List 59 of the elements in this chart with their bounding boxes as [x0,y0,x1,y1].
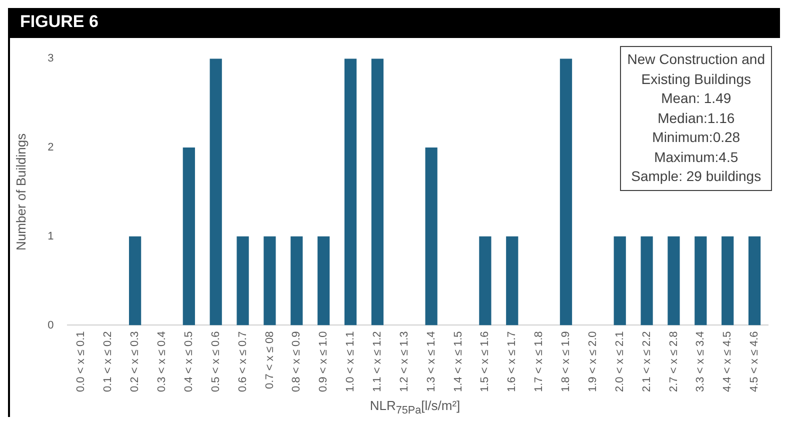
x-tick-label: 0.0 < x ≤ 0.1 [75,331,88,392]
x-tick-label: 1.9 < x ≤ 2.0 [586,331,599,392]
x-tick-label: 0.3 < x ≤ 0.4 [156,331,168,392]
bar [614,236,626,326]
x-tick-label: 0.2 < x ≤ 0.3 [129,331,142,392]
x-tick-label: 2.7 < x ≤ 2.8 [668,331,680,392]
annotation: Median:1.16 [656,108,736,128]
x-tick-label: 0.7 < x ≤ 08 [264,331,276,389]
x-tick-label: 1.3 < x ≤ 1.4 [425,331,438,392]
annotation: Minimum:0.28 [651,128,742,147]
annotation: New Construction and [627,50,765,69]
annotation: Mean: 1.49 [660,89,732,108]
bar [264,236,276,326]
x-tick-label: 0.1 < x ≤ 0.2 [102,331,114,392]
x-tick-label: 2.1 < x ≤ 2.2 [640,331,653,392]
bar [748,236,761,326]
annotation: Existing Buildings [640,70,752,89]
bar [425,147,438,326]
x-tick-label: 0.5 < x ≤ 0.6 [210,331,222,392]
x-tick-label: 1.8 < x ≤ 1.9 [560,331,572,392]
bar [479,236,492,326]
bar [506,236,518,326]
x-axis-title: NLR$_{75Pa}$[l/s/m²] [368,398,462,417]
chart-title: FIGURE 6 [10,8,780,38]
x-tick-label: 0.9 < x ≤ 1.0 [318,331,330,392]
bar [128,236,142,326]
bar [236,236,249,326]
y-tick-label: 3 [48,52,54,65]
x-tick-label: 1.6 < x ≤ 1.7 [506,331,518,392]
x-tick-label: 4.4 < x ≤ 4.5 [722,331,734,392]
bar [722,236,734,326]
x-tick-label: 1.2 < x ≤ 1.3 [398,331,410,392]
x-tick-label: 1.0 < x ≤ 1.1 [344,331,357,392]
y-axis-title: Number of Buildings [13,132,28,250]
bar [318,236,330,326]
x-tick-label: 0.4 < x ≤ 0.5 [182,331,195,392]
x-tick-label: 2.0 < x ≤ 2.1 [614,331,626,392]
annotation: Maximum:4.5 [653,148,740,166]
y-tick-label: 0 [48,319,54,332]
bar [210,58,222,326]
bar [344,58,357,326]
x-tick-label: 1.7 < x ≤ 1.8 [533,331,546,392]
x-tick-label: 4.5 < x ≤ 4.6 [748,331,761,392]
y-tick-label: 2 [48,142,54,154]
x-tick-label: 3.3 < x ≤ 3.4 [694,331,707,392]
bar [182,147,195,326]
bar [371,58,384,326]
x-tick-label: 0.6 < x ≤ 0.7 [236,331,249,392]
bar [668,236,680,326]
bar [560,58,572,326]
bar [694,236,707,326]
bar [290,236,303,326]
x-tick-label: 1.5 < x ≤ 1.6 [479,331,492,392]
x-tick-label: 1.1 < x ≤ 1.2 [371,331,384,392]
y-tick-label: 1 [48,230,54,242]
x-tick-label: 0.8 < x ≤ 0.9 [290,331,303,392]
bar [640,236,653,326]
annotation: Sample: 29 buildings [630,167,762,186]
x-tick-label: 1.4 < x ≤ 1.5 [452,331,464,392]
